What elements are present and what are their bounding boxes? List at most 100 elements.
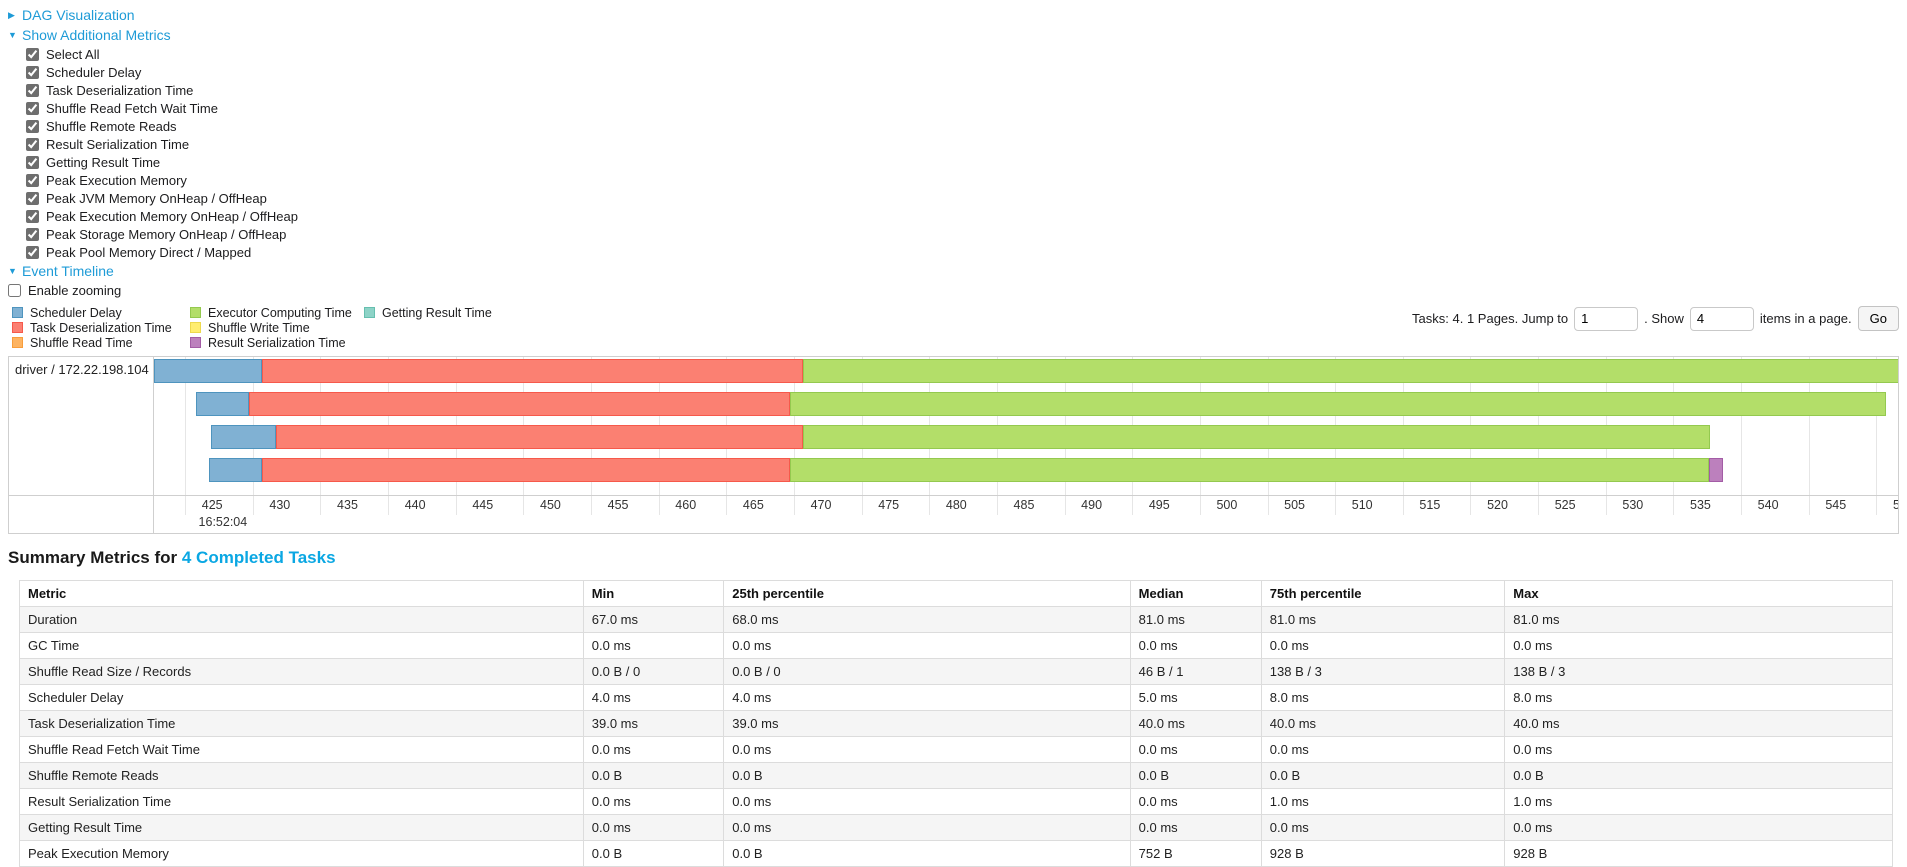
- metric-checkbox-row-shuffle-remote-reads[interactable]: Shuffle Remote Reads: [26, 117, 1899, 135]
- metric-name-cell: Shuffle Read Fetch Wait Time: [19, 736, 584, 763]
- metric-checkbox-row-peak-jvm-memory-onheap-offheap[interactable]: Peak JVM Memory OnHeap / OffHeap: [26, 189, 1899, 207]
- timeline-legend: Scheduler Delay Task Deserialization Time…: [8, 305, 492, 350]
- axis-tick-label: 475: [878, 498, 900, 512]
- pagination-prefix-label: Tasks: 4. 1 Pages. Jump to: [1412, 311, 1569, 326]
- caret-down-icon: ▼: [8, 265, 17, 276]
- checkbox-label: Select All: [46, 46, 100, 62]
- metric-checkbox-row-task-deserialization-time[interactable]: Task Deserialization Time: [26, 81, 1899, 99]
- axis-tick-label: 545: [1825, 498, 1847, 512]
- table-row-peak-execution-memory: Peak Execution Memory 0.0 B 0.0 B 752 B 928 …: [19, 840, 1893, 867]
- go-button[interactable]: Go: [1857, 306, 1899, 331]
- column-header-75th-percentile: 75th percentile: [1260, 580, 1506, 607]
- show-additional-metrics-link[interactable]: Show Additional Metrics: [22, 27, 171, 43]
- value-cell: 0.0 ms: [582, 814, 725, 841]
- checkbox-task-deserialization-time[interactable]: [26, 83, 39, 97]
- show-additional-metrics-toggle[interactable]: ▼ Show Additional Metrics: [8, 25, 1899, 45]
- checkbox-label: Shuffle Read Fetch Wait Time: [46, 100, 218, 116]
- value-cell: 0.0 B: [582, 840, 725, 867]
- table-row-gc-time: GC Time 0.0 ms 0.0 ms 0.0 ms 0.0 ms 0.0 ms: [19, 632, 1893, 659]
- legend-label: Task Deserialization Time: [30, 320, 172, 335]
- legend-label: Result Serialization Time: [208, 335, 346, 350]
- timeline-bar-scheduler-delay: [209, 458, 263, 482]
- timeline-bar-scheduler-delay: [210, 425, 276, 449]
- checkbox-peak-execution-memory-onheap-offheap[interactable]: [26, 209, 39, 223]
- checkbox-peak-storage-memory-onheap-offheap[interactable]: [26, 227, 39, 241]
- metric-checkbox-row-result-serialization-time[interactable]: Result Serialization Time: [26, 135, 1899, 153]
- timeline-gridline: [185, 357, 187, 515]
- axis-tick-label: 440: [404, 498, 426, 512]
- timeline-bar-executor-computing: [803, 359, 1898, 383]
- checkbox-label: Shuffle Remote Reads: [46, 118, 177, 134]
- checkbox-shuffle-remote-reads[interactable]: [26, 119, 39, 133]
- dag-visualization-toggle[interactable]: ▶ DAG Visualization: [8, 5, 1899, 25]
- axis-tick-label: 540: [1757, 498, 1779, 512]
- summary-title-text: Summary Metrics for: [8, 548, 178, 567]
- enable-zooming-control[interactable]: Enable zooming: [8, 281, 1899, 300]
- executor-row-label: driver / 172.22.198.104: [15, 362, 149, 377]
- checkbox-label: Peak JVM Memory OnHeap / OffHeap: [46, 190, 267, 206]
- value-cell: 0.0 ms: [1129, 632, 1262, 659]
- column-header-median: Median: [1129, 580, 1262, 607]
- metric-name-cell: Result Serialization Time: [19, 788, 584, 815]
- legend-label: Shuffle Read Time: [30, 335, 133, 350]
- value-cell: 0.0 B: [723, 840, 1131, 867]
- caret-right-icon: ▶: [8, 9, 15, 20]
- metric-checkbox-row-getting-result-time[interactable]: Getting Result Time: [26, 153, 1899, 171]
- table-row-scheduler-delay: Scheduler Delay 4.0 ms 4.0 ms 5.0 ms 8.0 ms 8…: [19, 684, 1893, 711]
- table-row-result-serialization-time: Result Serialization Time 0.0 ms 0.0 ms 0.0…: [19, 788, 1893, 815]
- checkbox-label: Peak Storage Memory OnHeap / OffHeap: [46, 226, 287, 242]
- table-row-shuffle-read-size-records: Shuffle Read Size / Records 0.0 B / 0 0.0 …: [19, 658, 1893, 685]
- timeline-plot: 425 430 435 440 445 450 455 460 465 470 475 480 485 4…: [154, 357, 1898, 533]
- checkbox-peak-pool-memory-direct-mapped[interactable]: [26, 245, 39, 259]
- value-cell: 0.0 B: [1129, 762, 1262, 789]
- timeline-gridline: [1808, 357, 1810, 515]
- checkbox-label: Peak Execution Memory OnHeap / OffHeap: [46, 208, 298, 224]
- timeline-gridline: [1876, 357, 1878, 515]
- metric-checkbox-row-peak-pool-memory-direct-mapped[interactable]: Peak Pool Memory Direct / Mapped: [26, 243, 1899, 261]
- jump-to-page-input[interactable]: [1574, 306, 1639, 331]
- checkbox-select-all[interactable]: [26, 47, 39, 61]
- enable-zooming-label: Enable zooming: [28, 283, 122, 298]
- legend-label: Getting Result Time: [382, 305, 492, 320]
- metric-checkbox-row-shuffle-read-fetch-wait-time[interactable]: Shuffle Read Fetch Wait Time: [26, 99, 1899, 117]
- timeline-bar-executor-computing: [789, 458, 1709, 482]
- metric-checkbox-row-peak-execution-memory-onheap-offheap[interactable]: Peak Execution Memory OnHeap / OffHeap: [26, 207, 1899, 225]
- metric-checkbox-row-peak-storage-memory-onheap-offheap[interactable]: Peak Storage Memory OnHeap / OffHeap: [26, 225, 1899, 243]
- checkbox-peak-execution-memory[interactable]: [26, 173, 39, 187]
- legend-swatch-shuffle-write-time: [190, 322, 201, 333]
- checkbox-shuffle-read-fetch-wait-time[interactable]: [26, 101, 39, 115]
- metric-checkbox-row-peak-execution-memory[interactable]: Peak Execution Memory: [26, 171, 1899, 189]
- timeline-bar-result-serialization: [1708, 458, 1724, 482]
- legend-column: Executor Computing Time Shuffle Write Tim…: [190, 305, 364, 350]
- metric-name-cell: GC Time: [19, 632, 584, 659]
- value-cell: 0.0 ms: [723, 632, 1131, 659]
- checkbox-scheduler-delay[interactable]: [26, 65, 39, 79]
- checkbox-getting-result-time[interactable]: [26, 155, 39, 169]
- axis-tick-label: 500: [1216, 498, 1238, 512]
- metric-checkbox-row-scheduler-delay[interactable]: Scheduler Delay: [26, 63, 1899, 81]
- checkbox-result-serialization-time[interactable]: [26, 137, 39, 151]
- event-timeline-toggle[interactable]: ▼ Event Timeline: [8, 261, 1899, 281]
- timeline-bar-executor-computing: [803, 425, 1710, 449]
- legend-swatch-scheduler-delay: [12, 307, 23, 318]
- completed-tasks-link[interactable]: 4 Completed Tasks: [181, 548, 336, 567]
- enable-zooming-checkbox[interactable]: [8, 284, 21, 297]
- axis-tick-label: 550: [1893, 498, 1898, 512]
- axis-tick-label: 450: [539, 498, 561, 512]
- value-cell: 0.0 ms: [1129, 788, 1262, 815]
- value-cell: 928 B: [1260, 840, 1506, 867]
- checkbox-peak-jvm-memory-onheap-offheap[interactable]: [26, 191, 39, 205]
- value-cell: 81.0 ms: [1504, 606, 1893, 633]
- metric-checkbox-row-select-all[interactable]: Select All: [26, 45, 1899, 63]
- value-cell: 1.0 ms: [1504, 788, 1893, 815]
- checkbox-label: Scheduler Delay: [46, 64, 142, 80]
- dag-visualization-link[interactable]: DAG Visualization: [22, 7, 135, 23]
- legend-item-scheduler-delay: Scheduler Delay: [12, 305, 190, 320]
- timeline-bar-task-deserialization: [262, 359, 804, 383]
- items-per-page-input[interactable]: [1689, 306, 1754, 331]
- value-cell: 0.0 B: [582, 762, 725, 789]
- event-timeline-link[interactable]: Event Timeline: [22, 263, 114, 279]
- value-cell: 138 B / 3: [1504, 658, 1893, 685]
- table-header-row: Metric Min 25th percentile Median 75th perce…: [19, 580, 1893, 607]
